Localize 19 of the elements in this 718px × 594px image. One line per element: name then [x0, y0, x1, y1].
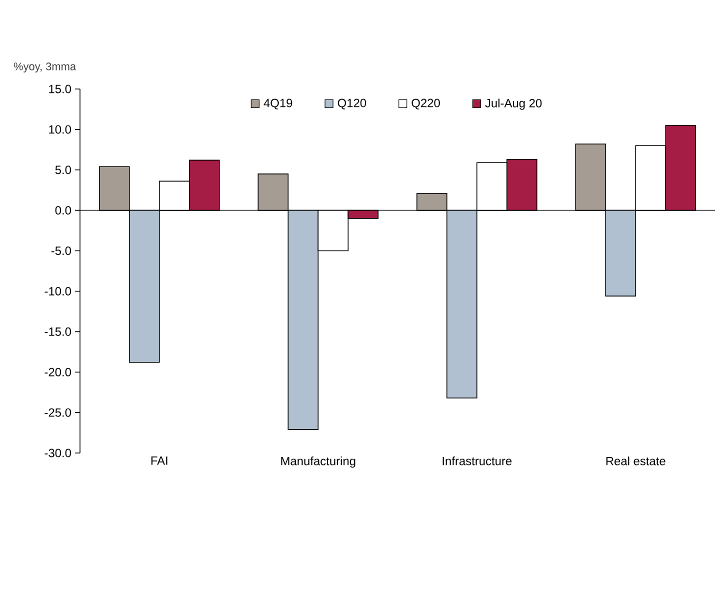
y-tick-label: -10.0: [44, 286, 72, 296]
y-tick-label: -25.0: [44, 408, 72, 417]
y-tick-label: 15.0: [49, 84, 72, 94]
y-axis-title: %yoy, 3mma: [14, 62, 76, 72]
y-tick-label: 0.0: [55, 206, 72, 215]
y-tick-label: -15.0: [44, 327, 72, 336]
legend-label: 4Q19: [264, 98, 292, 110]
y-tick-label: -5.0: [51, 246, 72, 255]
legend-label: Jul-Aug 20: [485, 98, 542, 110]
legend-label: Q120: [338, 98, 366, 110]
y-tick-label: -20.0: [44, 368, 72, 376]
y-tick-label: 10.0: [49, 125, 72, 134]
x-tick-label: Infrastructure: [442, 456, 512, 466]
x-tick-label: Real estate: [606, 456, 666, 466]
y-tick-label: 5.0: [55, 166, 72, 174]
x-tick-label: Manufacturing: [281, 456, 356, 468]
x-tick-label: FAI: [151, 456, 168, 465]
y-tick-label: -30.0: [44, 448, 72, 458]
legend-label: Q220: [412, 98, 440, 110]
